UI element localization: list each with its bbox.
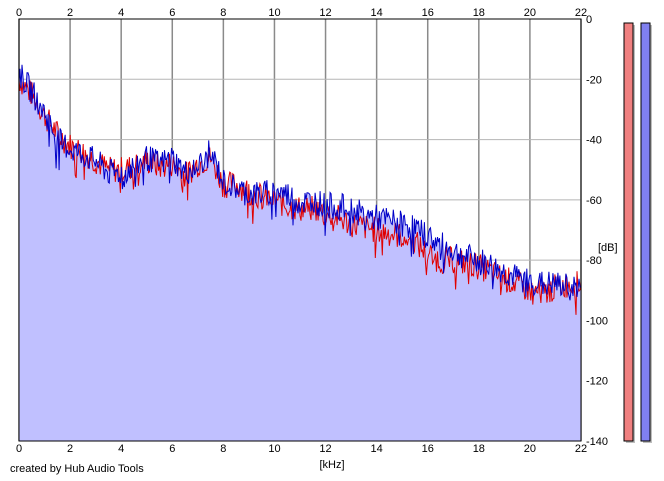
- x-tick-label-top-9: 18: [473, 7, 485, 19]
- x-tick-label-bottom-5: 10: [268, 443, 280, 455]
- y-tick-label-5: -100: [586, 315, 608, 327]
- x-tick-label-top-11: 22: [575, 7, 587, 19]
- credit-text: created by Hub Audio Tools: [10, 463, 144, 475]
- x-tick-label-top-7: 14: [371, 7, 383, 19]
- x-tick-label-bottom-10: 20: [524, 443, 536, 455]
- x-tick-label-bottom-9: 18: [473, 443, 485, 455]
- x-tick-label-top-2: 4: [118, 7, 124, 19]
- plot-frame: [18, 18, 582, 442]
- level-meter-1: [640, 22, 651, 442]
- y-tick-label-6: -120: [586, 376, 608, 388]
- plot-border: [18, 18, 582, 442]
- x-tick-label-top-10: 20: [524, 7, 536, 19]
- y-tick-label-7: -140: [586, 436, 608, 448]
- spectrum-series-lines: [18, 64, 582, 315]
- x-axis-label: [kHz]: [319, 459, 344, 471]
- series-line-1: [18, 64, 582, 301]
- level-meter-0: [623, 22, 634, 442]
- x-tick-label-bottom-2: 4: [118, 443, 124, 455]
- x-tick-label-top-8: 16: [422, 7, 434, 19]
- x-tick-label-bottom-3: 6: [169, 443, 175, 455]
- x-tick-label-top-6: 12: [319, 7, 331, 19]
- y-tick-label-3: -60: [586, 195, 602, 207]
- x-tick-label-bottom-4: 8: [220, 443, 226, 455]
- x-tick-label-bottom-8: 16: [422, 443, 434, 455]
- x-tick-label-top-4: 8: [220, 7, 226, 19]
- y-tick-label-0: 0: [586, 14, 592, 26]
- x-tick-label-top-1: 2: [67, 7, 73, 19]
- x-tick-label-top-5: 10: [268, 7, 280, 19]
- x-tick-label-bottom-11: 22: [575, 443, 587, 455]
- y-tick-labels: 0 -20 -40 -60 -80 -100 -120 -140: [586, 14, 608, 448]
- y-tick-label-1: -20: [586, 74, 602, 86]
- x-tick-label-top-0: 0: [16, 7, 22, 19]
- x-tick-label-top-3: 6: [169, 7, 175, 19]
- y-axis-label: [dB]: [598, 242, 618, 254]
- y-tick-label-2: -40: [586, 135, 602, 147]
- spectrum-fill-area: [19, 64, 581, 442]
- y-tick-label-4: -80: [586, 255, 602, 267]
- level-meters: [623, 22, 652, 443]
- spectrum-fill: [19, 64, 581, 442]
- x-tick-label-bottom-6: 12: [319, 443, 331, 455]
- x-tick-label-bottom-1: 2: [67, 443, 73, 455]
- x-tick-label-bottom-7: 14: [371, 443, 383, 455]
- x-tick-label-bottom-0: 0: [16, 443, 22, 455]
